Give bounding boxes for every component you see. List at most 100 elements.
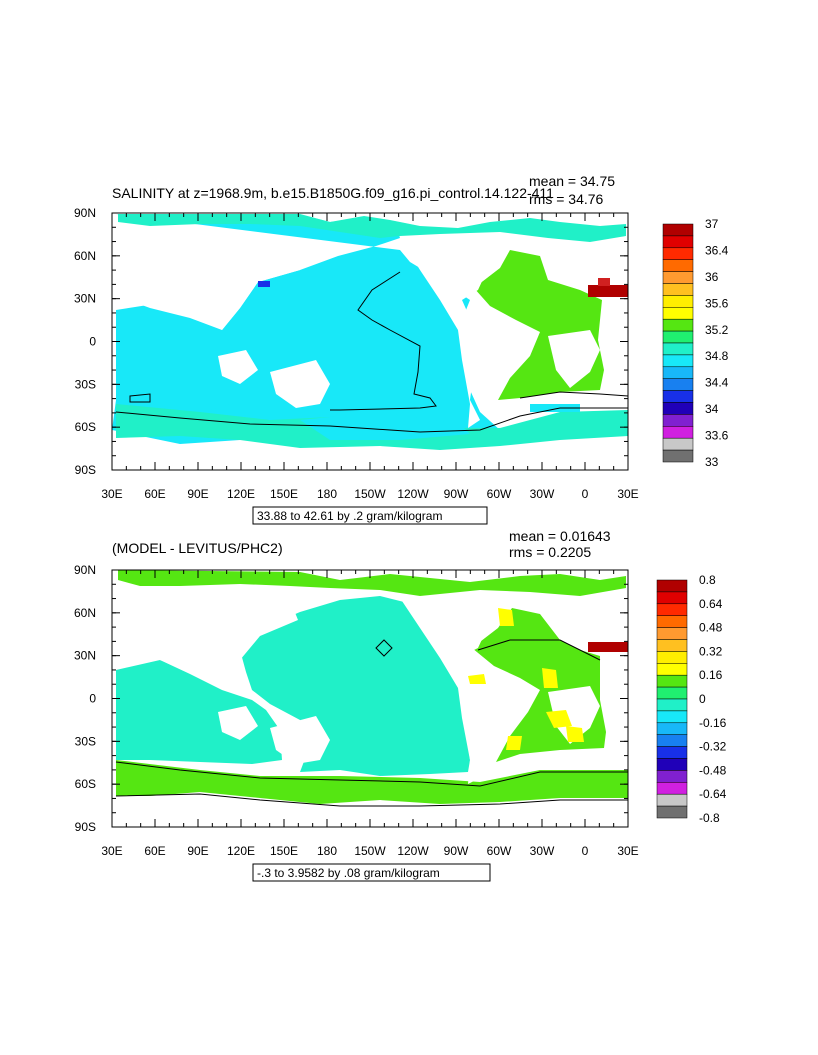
rms-label: rms = 34.76 (529, 191, 604, 207)
x-axis-labels: 30E 60E 90E 120E 150E 180 150W 120W 90W 60W 30W 0 30… (101, 487, 638, 501)
land-asia (130, 598, 298, 680)
colorbar-swatch (662, 318, 694, 332)
colorbar-swatch (662, 330, 694, 344)
y-tick-label: 90S (75, 820, 96, 834)
ocean-atlantic (472, 608, 606, 762)
mean-label: mean = 0.01643 (509, 528, 611, 544)
x-tick-label: 30E (101, 487, 122, 501)
colorbar-label: 34.8 (705, 349, 729, 363)
ocean-atlantic (474, 250, 604, 400)
x-tick-label: 60W (487, 487, 512, 501)
y-tick-label: 0 (89, 335, 96, 349)
yellow-patch (542, 668, 558, 688)
colorbar-swatch (656, 651, 688, 664)
y-tick-label: 90N (74, 206, 96, 220)
ocean-pacific (240, 596, 472, 776)
colorbar-label: -0.16 (699, 716, 727, 730)
land-africa (548, 330, 600, 388)
x-tick-label: 120E (227, 487, 255, 501)
colorbar-swatch (662, 402, 694, 415)
x-tick-label: 150E (270, 844, 298, 858)
y-tick-label: 60S (75, 777, 96, 791)
ocean-southern (116, 760, 628, 804)
mean-label: mean = 34.75 (529, 173, 615, 189)
yellow-patch (566, 726, 584, 742)
contour-line (129, 393, 151, 403)
colorbar-label: -0.48 (699, 763, 727, 777)
hot-patch (588, 285, 628, 297)
ocean-arctic (118, 570, 626, 596)
contour-info: -.3 to 3.9582 by .08 gram/kilogram (257, 866, 440, 880)
colorbar-swatch (656, 770, 688, 783)
colorbar-swatch (656, 591, 688, 605)
colorbar-label: 0.16 (699, 668, 723, 682)
y-axis-labels: 90N 60N 30N 0 30S 60S 90S (74, 206, 96, 477)
x-tick-label: 120E (227, 844, 255, 858)
rms-label: rms = 0.2205 (509, 544, 591, 560)
colorbar-label: 36.4 (705, 243, 729, 257)
colorbar-swatch (662, 283, 694, 296)
y-tick-label: 90N (74, 563, 96, 577)
contour-line (115, 761, 628, 787)
colorbar: 0.8 0.64 0.48 0.32 0.16 0 -0.16 -0.32 -0.48 -0.64… (656, 573, 727, 825)
x-tick-label: 60W (487, 844, 512, 858)
colorbar-swatch (662, 295, 694, 308)
colorbar-swatch (656, 793, 688, 807)
x-tick-label: 150W (354, 487, 386, 501)
colorbar-swatch (662, 366, 694, 379)
colorbar-swatch (656, 615, 688, 628)
colorbar-label: 0 (699, 692, 706, 706)
colorbar-label: 37 (705, 217, 719, 231)
colorbar-swatch (656, 746, 688, 759)
colorbar-label: 35.6 (705, 296, 729, 310)
y-tick-label: 60S (75, 420, 96, 434)
land-australia (270, 360, 330, 408)
yellow-patch (468, 674, 486, 684)
colorbar-swatch (656, 674, 688, 688)
map-area (112, 214, 629, 450)
blue-patch (258, 281, 270, 287)
land-maritime (218, 706, 258, 740)
land-americas (400, 238, 490, 428)
y-tick-label: 0 (89, 692, 96, 706)
contour-line (519, 391, 629, 399)
contour-info-box (252, 863, 491, 882)
hot-patch (588, 642, 628, 652)
x-tick-label: 90W (444, 844, 469, 858)
panel-difference: (MODEL - LEVITUS/PHC2) mean = 0.01643 rm… (74, 528, 727, 882)
colorbar-swatch (656, 579, 688, 593)
land-americas (400, 598, 490, 784)
colorbar-label: 35.2 (705, 323, 729, 337)
y-tick-label: 90S (75, 463, 96, 477)
x-tick-label: 180 (317, 844, 337, 858)
yellow-patch (498, 608, 514, 626)
x-tick-label: 120W (397, 487, 429, 501)
colorbar-swatch (656, 710, 688, 724)
x-tick-label: 30E (101, 844, 122, 858)
y-axis-labels: 90N 60N 30N 0 30S 60S 90S (74, 563, 96, 834)
colorbar-swatch (656, 782, 688, 795)
y-tick-label: 30N (74, 292, 96, 306)
atl-pocket (530, 404, 580, 412)
colorbar-label: 0.64 (699, 597, 723, 611)
colorbar-swatch (656, 805, 688, 819)
land-asia (128, 240, 300, 330)
x-tick-label: 60E (144, 844, 165, 858)
colorbar-label: 34.4 (705, 376, 729, 390)
y-tick-label: 30S (75, 734, 96, 748)
colorbar-swatch (662, 247, 694, 260)
colorbar-swatch (662, 426, 694, 439)
y-tick-label: 60N (74, 606, 96, 620)
colorbar-swatch (662, 259, 694, 272)
x-axis-labels: 30E 60E 90E 120E 150E 180 150W 120W 90W 60W 30W 0 30… (101, 844, 638, 858)
land-australia (270, 716, 330, 764)
panel-salinity: SALINITY at z=1968.9m, b.e15.B1850G.f09_… (74, 173, 729, 525)
colorbar-swatch (662, 390, 694, 403)
hot-patch-2 (598, 278, 610, 286)
x-tick-label: 90W (444, 487, 469, 501)
contour-line (115, 407, 628, 433)
colorbar-label: -0.8 (699, 811, 720, 825)
colorbar-label: 0.8 (699, 573, 716, 587)
colorbar-label: 33 (705, 455, 719, 469)
